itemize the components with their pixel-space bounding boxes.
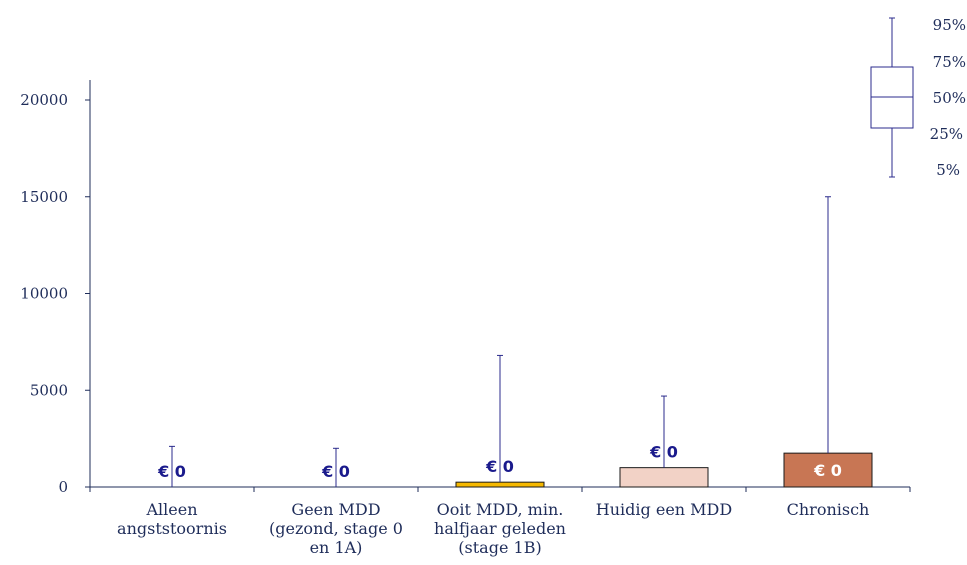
category-label: Chronisch xyxy=(787,500,870,519)
data-label: € 0 xyxy=(485,457,514,476)
bars xyxy=(455,452,873,488)
axes: 0 5000 10000 15000 20000 xyxy=(20,80,911,496)
data-label: € 0 xyxy=(157,462,186,481)
category-label: (gezond, stage 0 xyxy=(269,519,403,538)
bar xyxy=(619,467,709,488)
category-label: en 1A) xyxy=(310,538,363,557)
legend-label: 75% xyxy=(933,53,966,71)
category-label: Ooit MDD, min. xyxy=(437,500,564,519)
y-tick-label: 15000 xyxy=(20,188,68,206)
category-label: Geen MDD xyxy=(291,500,380,519)
category-label: Huidig een MDD xyxy=(596,500,732,519)
category-label: angststoornis xyxy=(117,519,227,538)
legend-label: 95% xyxy=(933,16,966,34)
whiskers xyxy=(169,196,831,487)
bar xyxy=(783,452,873,488)
y-tick-label: 5000 xyxy=(30,381,68,399)
data-label: € 0 xyxy=(321,462,350,481)
legend-label: 5% xyxy=(936,161,960,179)
data-label: € 0 xyxy=(813,461,842,480)
y-tick-label: 0 xyxy=(58,478,68,496)
category-label: Alleen xyxy=(145,500,197,519)
data-label: € 0 xyxy=(649,443,678,462)
data-labels: € 0 € 0 € 0 € 0 € 0 xyxy=(157,443,842,481)
legend-label: 25% xyxy=(930,125,963,143)
percentile-legend: 95% 75% 50% 25% 5% xyxy=(870,16,966,179)
category-label: halfjaar geleden xyxy=(434,519,566,538)
category-label: (stage 1B) xyxy=(458,538,541,557)
y-tick-label: 20000 xyxy=(20,91,68,109)
y-tick-label: 10000 xyxy=(20,285,68,303)
legend-label: 50% xyxy=(933,89,966,107)
bar xyxy=(455,481,545,488)
